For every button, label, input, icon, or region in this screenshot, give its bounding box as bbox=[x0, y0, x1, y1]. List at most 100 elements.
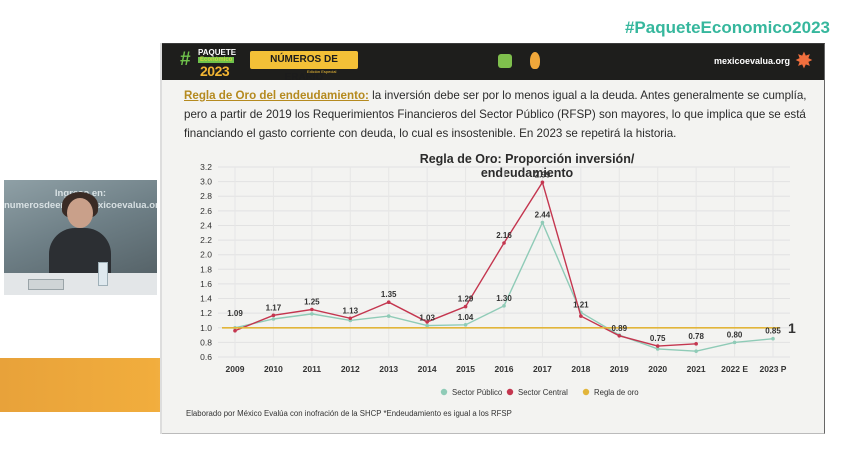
series-point-1 bbox=[386, 300, 391, 304]
y-tick-label: 2.0 bbox=[200, 250, 212, 260]
logo-hash: # bbox=[180, 49, 191, 70]
series-point-0 bbox=[271, 317, 276, 321]
data-label: 2.99 bbox=[535, 170, 551, 179]
paragraph-highlight: Regla de Oro del endeudamiento: bbox=[184, 89, 369, 102]
series-point-0 bbox=[655, 347, 660, 351]
series-point-1 bbox=[617, 334, 622, 338]
series-point-1 bbox=[502, 241, 506, 245]
data-label: 2.44 bbox=[535, 211, 551, 220]
data-label: 0.85 bbox=[765, 327, 781, 336]
series-point-0 bbox=[310, 312, 314, 316]
reference-label: 1 bbox=[788, 320, 796, 336]
series-point-1 bbox=[579, 314, 583, 318]
paquete-economico-logo: # PAQUETE Económico 2023 bbox=[180, 46, 250, 79]
series-point-1 bbox=[463, 304, 468, 309]
logo-line2: Económico bbox=[198, 57, 235, 63]
legend-label-2: Regla de oro bbox=[594, 388, 639, 397]
y-tick-label: 2.6 bbox=[200, 206, 212, 216]
y-tick-label: 1.6 bbox=[200, 279, 212, 289]
legend-label-1: Sector Central bbox=[518, 388, 568, 397]
data-label: 1.04 bbox=[458, 313, 474, 322]
chart-footnote: Elaborado por México Evalúa con inofraci… bbox=[186, 409, 512, 418]
series-point-0 bbox=[694, 349, 698, 353]
x-tick-label: 2009 bbox=[226, 364, 245, 374]
book-icon bbox=[498, 54, 512, 68]
hashtag-banner: #PaqueteEconomico2023 bbox=[624, 18, 830, 37]
series-point-1 bbox=[348, 316, 353, 321]
x-tick-label: 2016 bbox=[495, 364, 514, 374]
y-tick-label: 2.8 bbox=[200, 191, 212, 201]
series-point-1 bbox=[425, 320, 429, 324]
legend-label-0: Sector Público bbox=[452, 388, 503, 397]
y-tick-label: 1.4 bbox=[200, 294, 212, 304]
x-tick-label: 2020 bbox=[648, 364, 667, 374]
y-tick-label: 3.2 bbox=[200, 162, 212, 172]
data-label: 0.75 bbox=[650, 334, 666, 343]
name-plate bbox=[28, 279, 64, 290]
y-tick-label: 2.2 bbox=[200, 235, 212, 245]
series-point-0 bbox=[732, 340, 737, 345]
y-tick-label: 0.8 bbox=[200, 337, 212, 347]
speaker-video-feed: Ingreso en: numerosdeerario.mexicoevalua… bbox=[4, 180, 157, 295]
x-tick-label: 2012 bbox=[341, 364, 360, 374]
x-tick-label: 2014 bbox=[418, 364, 437, 374]
line-chart: 0.6 0.8 1.0 1.2 1.4 1.6 1.8 2.0 2.2 2.4 2.6 2.8 3.0 3… bbox=[200, 162, 796, 397]
data-label: 1.35 bbox=[381, 290, 397, 299]
x-tick-label: 2021 bbox=[687, 364, 706, 374]
y-tick-label: 1.0 bbox=[200, 323, 212, 333]
data-label: 1.09 bbox=[227, 309, 243, 318]
header-url: mexicoevalua.org bbox=[714, 56, 791, 66]
legend-marker-1 bbox=[506, 388, 514, 396]
data-label: 1.03 bbox=[419, 314, 435, 323]
speaker-head bbox=[67, 198, 93, 228]
x-tick-label: 2022 E bbox=[721, 364, 748, 374]
series-point-1 bbox=[310, 307, 314, 312]
slide-header: # PAQUETE Económico 2023 NÚMEROS DE ERAR… bbox=[162, 44, 824, 83]
y-tick-label: 3.0 bbox=[200, 177, 212, 187]
series-point-0 bbox=[771, 336, 775, 341]
series-point-0 bbox=[425, 323, 429, 328]
data-label: 1.29 bbox=[458, 295, 474, 304]
slide-paragraph: Regla de Oro del endeudamiento: la inver… bbox=[184, 86, 814, 143]
y-tick-label: 1.8 bbox=[200, 264, 212, 274]
data-label: 1.17 bbox=[266, 303, 282, 312]
x-tick-label: 2013 bbox=[379, 364, 398, 374]
legend-marker-0 bbox=[440, 388, 448, 396]
series-point-0 bbox=[386, 314, 391, 318]
legend-marker-2 bbox=[582, 388, 590, 396]
series-point-1 bbox=[540, 180, 545, 185]
data-label: 2.16 bbox=[496, 231, 512, 240]
data-label: 1.25 bbox=[304, 298, 320, 307]
y-tick-label: 0.6 bbox=[200, 352, 212, 362]
data-label: 1.30 bbox=[496, 294, 512, 303]
x-tick-label: 2015 bbox=[456, 364, 475, 374]
data-label: 0.80 bbox=[727, 330, 743, 339]
presentation-slide: # PAQUETE Económico 2023 NÚMEROS DE ERAR… bbox=[162, 43, 825, 434]
data-label: 0.78 bbox=[688, 332, 704, 341]
series-point-1 bbox=[271, 313, 276, 318]
x-tick-label: 2023 P bbox=[760, 364, 787, 374]
y-tick-label: 1.2 bbox=[200, 308, 212, 318]
data-label: 1.13 bbox=[342, 306, 358, 315]
series-point-1 bbox=[233, 328, 237, 333]
water-bottle bbox=[98, 262, 108, 286]
speaker-desk bbox=[4, 273, 157, 295]
series-point-0 bbox=[463, 323, 468, 327]
logo-line1: PAQUETE bbox=[198, 48, 237, 57]
logo-year: 2023 bbox=[200, 63, 230, 79]
series-point-1 bbox=[694, 342, 698, 346]
x-tick-label: 2010 bbox=[264, 364, 283, 374]
x-tick-label: 2018 bbox=[571, 364, 590, 374]
series-point-0 bbox=[540, 220, 545, 225]
series-point-0 bbox=[502, 304, 506, 308]
x-tick-label: 2017 bbox=[533, 364, 552, 374]
x-tick-label: 2019 bbox=[610, 364, 629, 374]
data-label: 0.89 bbox=[611, 324, 627, 333]
numeros-de-erario-subtitle: Edición Especial bbox=[307, 69, 337, 74]
series-point-1 bbox=[655, 344, 660, 348]
y-tick-label: 2.4 bbox=[200, 220, 212, 230]
paragraph-body: la inversión debe ser por lo menos igual… bbox=[184, 89, 807, 140]
flame-icon bbox=[530, 52, 540, 69]
numeros-de-erario-logo: NÚMEROS DE ERARIO bbox=[250, 51, 358, 83]
star-logo-icon: ✸ bbox=[794, 48, 814, 73]
